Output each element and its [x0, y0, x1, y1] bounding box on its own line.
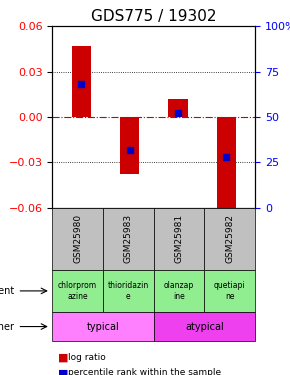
Title: GDS775 / 19302: GDS775 / 19302: [91, 9, 216, 24]
Bar: [72, 46, 91, 117]
Text: log ratio: log ratio: [68, 352, 106, 362]
Text: GSM25983: GSM25983: [124, 214, 133, 264]
Text: typical: typical: [87, 321, 119, 332]
Text: percentile rank within the sample: percentile rank within the sample: [68, 368, 221, 375]
Bar: [168, 99, 188, 117]
Text: chlorprom
azine: chlorprom azine: [58, 281, 97, 301]
Text: agent: agent: [0, 286, 14, 296]
Text: GSM25980: GSM25980: [73, 214, 82, 264]
Text: ■: ■: [58, 352, 68, 363]
Bar: [120, 117, 139, 174]
Text: olanzap
ine: olanzap ine: [164, 281, 194, 301]
Text: ■: ■: [58, 368, 68, 375]
Text: other: other: [0, 321, 14, 332]
Text: atypical: atypical: [185, 321, 224, 332]
Bar: [217, 117, 236, 211]
Text: quetiapi
ne: quetiapi ne: [214, 281, 246, 301]
Text: thioridazin
e: thioridazin e: [108, 281, 149, 301]
Text: GSM25981: GSM25981: [175, 214, 184, 264]
Text: GSM25982: GSM25982: [225, 214, 234, 263]
